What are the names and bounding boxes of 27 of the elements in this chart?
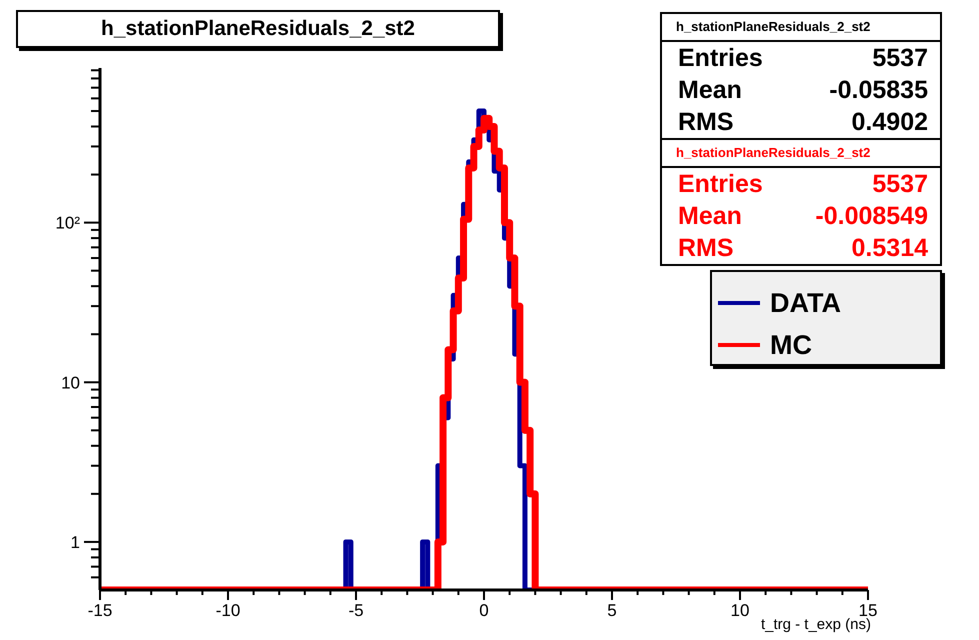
y-tick-label: 10² — [55, 214, 80, 233]
annotation: RMS — [678, 233, 734, 264]
x-tick-label: 5 — [607, 601, 617, 620]
x-tick-label: -5 — [348, 601, 364, 620]
x-tick-label: 0 — [479, 601, 489, 620]
annotation: h_stationPlaneResiduals_2_st2 — [662, 140, 940, 168]
legend-label: MC — [770, 330, 812, 360]
text: 5537 — [872, 43, 928, 74]
x-tick-label: -15 — [88, 601, 112, 620]
y-tick-label: 1 — [70, 532, 80, 552]
annotation: 0.5314 — [852, 233, 928, 264]
annotation: 0.4902 — [852, 107, 928, 138]
text: 5537 — [872, 169, 928, 200]
y-tick-label: 10 — [61, 373, 80, 392]
annotation: Entries — [678, 169, 763, 200]
annotation: Entries — [678, 43, 763, 74]
annotation: Mean — [678, 201, 742, 232]
x-tick-label: 10 — [730, 601, 750, 620]
x-axis-title: t_trg - t_exp (ns) — [760, 616, 871, 633]
legend-label: DATA — [770, 288, 841, 318]
annotation: -0.05835 — [829, 75, 928, 106]
annotation: -0.008549 — [815, 201, 928, 232]
chart-title: h_stationPlaneResiduals_2_st2 — [16, 10, 500, 48]
text: h_stationPlaneResiduals_2_st2 — [662, 14, 940, 42]
annotation: RMS — [678, 107, 734, 138]
annotation: Mean — [678, 75, 742, 106]
x-tick-label: -10 — [216, 601, 240, 620]
